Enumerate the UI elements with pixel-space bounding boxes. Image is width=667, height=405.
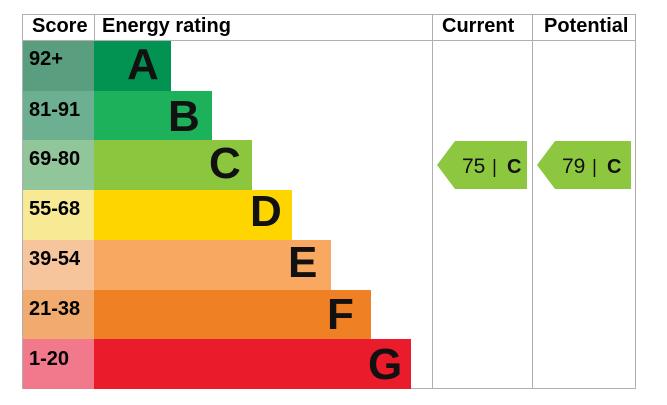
svg-text:79: 79 <box>562 155 585 178</box>
svg-text:|: | <box>592 157 597 178</box>
svg-text:C: C <box>607 156 621 178</box>
svg-text:C: C <box>507 156 521 178</box>
svg-text:75: 75 <box>462 155 485 178</box>
svg-text:|: | <box>492 157 497 178</box>
